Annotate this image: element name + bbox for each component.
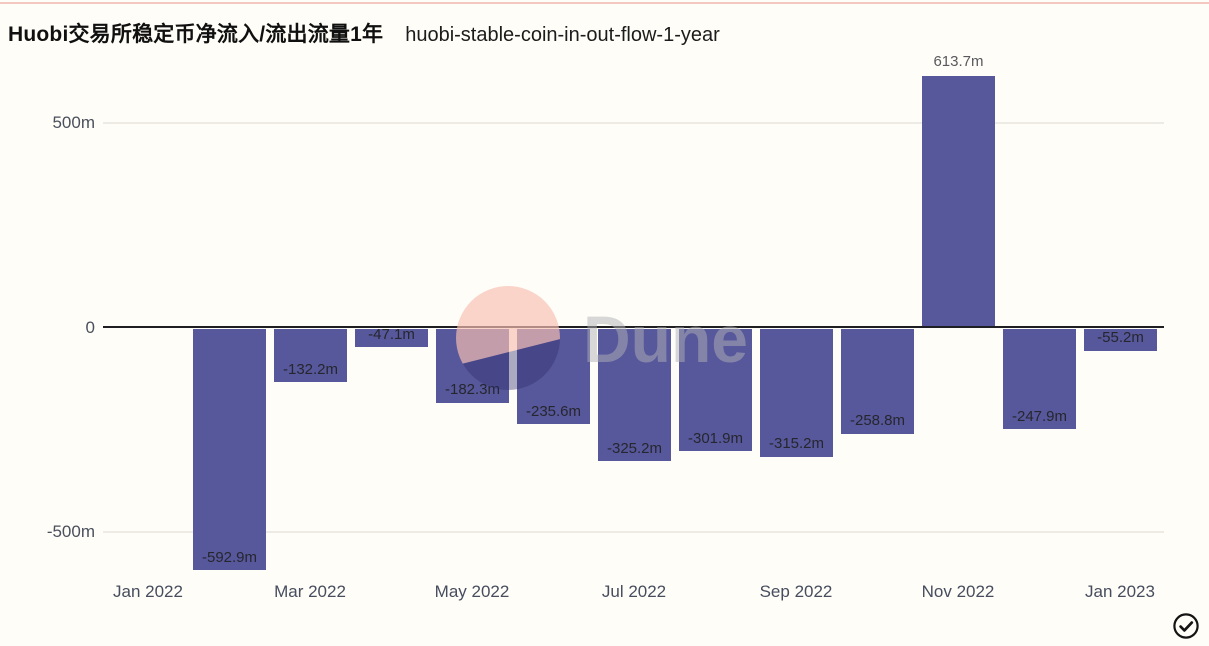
chart-header: Huobi交易所稳定币净流入/流出流量1年 huobi-stable-coin-… [8, 18, 720, 48]
bar-value-label: -301.9m [687, 430, 744, 447]
top-accent-line [0, 2, 1209, 4]
y-axis-label: 500m [52, 113, 95, 132]
x-axis-line [103, 326, 1164, 328]
y-axis-label: -500m [46, 522, 95, 541]
bar-value-label: -47.1m [368, 326, 415, 343]
chart-title: Huobi交易所稳定币净流入/流出流量1年 [8, 23, 384, 46]
y-gridline [103, 531, 1164, 533]
bar-value-label: 613.7m [933, 53, 984, 70]
verified-check-icon[interactable] [1171, 611, 1201, 641]
bar-value-label: -55.2m [1097, 329, 1144, 346]
chart-slug: huobi-stable-coin-in-out-flow-1-year [405, 24, 720, 46]
bar-value-label: -258.8m [849, 412, 906, 429]
x-axis-label: Jan 2023 [1085, 582, 1155, 601]
bar-nov-2022[interactable] [922, 76, 995, 326]
x-axis-label: Jul 2022 [601, 582, 667, 601]
bar-value-label: -315.2m [768, 435, 825, 452]
x-axis-label: Nov 2022 [921, 582, 995, 601]
x-axis-label: Sep 2022 [759, 582, 833, 601]
bar-value-label: -235.6m [525, 403, 582, 420]
bar-jul-2022[interactable] [598, 329, 671, 461]
bar-feb-2022[interactable] [193, 329, 266, 570]
y-axis-label: 0 [85, 318, 95, 337]
bar-oct-2022[interactable] [841, 329, 914, 434]
x-axis-label: May 2022 [434, 582, 510, 601]
bar-value-label: -132.2m [282, 361, 339, 378]
bar-sep-2022[interactable] [760, 329, 833, 457]
bar-jan-2023[interactable] [1084, 329, 1157, 351]
bar-aug-2022[interactable] [679, 329, 752, 451]
bar-value-label: -182.3m [444, 381, 501, 398]
bar-dec-2022[interactable] [1003, 329, 1076, 429]
bar-value-label: -325.2m [606, 440, 663, 457]
bar-value-label: -247.9m [1011, 408, 1068, 425]
x-axis-label: Jan 2022 [113, 582, 183, 601]
bar-mar-2022[interactable] [274, 329, 347, 382]
x-axis-label: Mar 2022 [274, 582, 346, 601]
y-gridline [103, 122, 1164, 124]
bar-apr-2022[interactable] [355, 329, 428, 347]
bar-value-label: -592.9m [201, 549, 258, 566]
